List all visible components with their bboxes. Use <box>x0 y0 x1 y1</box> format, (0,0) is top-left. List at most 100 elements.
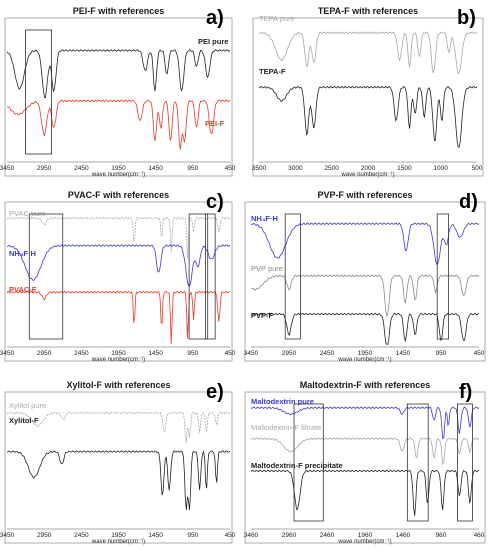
x-tick-label: 2000 <box>361 165 376 172</box>
series-label: PVAC-F <box>9 285 37 294</box>
panel-letter: a) <box>206 7 224 29</box>
panel-frame <box>244 391 486 544</box>
panel-frame <box>4 201 233 362</box>
panel-e: Xylitol-F with references e) 3450 2950 2450 1… <box>0 380 236 545</box>
x-tick-label: 1950 <box>111 165 126 172</box>
series-label: Xylitol-F <box>9 416 39 425</box>
series-label: TEPA pure <box>259 14 295 23</box>
series-label: PVP-F <box>251 311 274 320</box>
highlight-box <box>457 403 473 522</box>
series-label: Maltodextrin-F filtrate <box>251 423 321 432</box>
panel-c: PVAC-F with references c) 3450 2950 2450 1950… <box>0 190 236 363</box>
x-tick-label: 950 <box>187 532 198 539</box>
series-line-0 <box>6 411 231 443</box>
highlight-box <box>406 403 429 522</box>
x-tick-label: 1000 <box>433 165 448 172</box>
x-axis-label: wave number(cm⁻¹) <box>91 172 145 178</box>
x-axis-label: wave number(cm⁻¹) <box>337 539 391 545</box>
x-tick-label: 1960 <box>358 532 373 539</box>
panel-frame <box>4 391 233 544</box>
series-label: TEPA-F <box>259 67 286 76</box>
series-line-1 <box>258 85 478 148</box>
x-tick-label: 2450 <box>74 165 89 172</box>
series-label: Maltodextrin-F precipitate <box>251 461 343 470</box>
x-tick-label: 2950 <box>37 350 52 357</box>
x-tick-label: 450 <box>474 350 485 357</box>
x-tick-label: 2450 <box>74 350 89 357</box>
panel-title: PEI-F with references <box>73 6 165 16</box>
x-tick-label: 450 <box>225 350 236 357</box>
series-line-2 <box>250 312 480 345</box>
series-line-1 <box>6 244 231 287</box>
x-tick-label: 2950 <box>37 532 52 539</box>
series-label: PVAC pure <box>9 209 46 218</box>
x-tick-label: 1950 <box>111 532 126 539</box>
x-tick-label: 3450 <box>0 350 15 357</box>
panel-title: TEPA-F with references <box>318 6 418 16</box>
x-tick-label: 450 <box>225 165 236 172</box>
panel-title: PVP-F with references <box>317 190 412 200</box>
series-label: PVP pure <box>251 264 283 273</box>
x-axis-label: wave number(cm⁻¹) <box>91 357 145 363</box>
panel-letter: d) <box>459 191 478 213</box>
x-tick-label: 1450 <box>148 165 163 172</box>
highlight-box <box>284 213 301 340</box>
panel-letter: c) <box>206 191 224 213</box>
x-tick-label: 2450 <box>74 532 89 539</box>
series-label: PEI pure <box>198 37 228 46</box>
x-tick-label: 3460 <box>244 532 259 539</box>
panel-frame <box>4 17 233 177</box>
highlight-box <box>205 213 216 340</box>
panel-letter: e) <box>206 381 224 403</box>
series-line-0 <box>250 222 480 265</box>
x-tick-label: 3450 <box>0 532 15 539</box>
series-line-2 <box>250 469 480 516</box>
x-tick-label: 2960 <box>282 532 297 539</box>
x-tick-label: 2450 <box>320 350 335 357</box>
panel-frame <box>252 17 484 177</box>
series-line-1 <box>6 450 231 511</box>
series-line-1 <box>250 437 480 466</box>
x-axis-label: wave number(cm⁻¹) <box>91 539 145 545</box>
x-tick-label: 2500 <box>324 165 339 172</box>
panel-f: Maltodextrin-F with references f) 3460 2960… <box>244 380 486 545</box>
series-label: NH₄F·H <box>251 214 278 223</box>
panel-title: Maltodextrin-F with references <box>300 380 431 390</box>
series-line-0 <box>6 216 231 259</box>
series-line-2 <box>6 290 231 345</box>
x-tick-label: 460 <box>474 532 485 539</box>
series-line-1 <box>6 99 231 150</box>
x-tick-label: 500 <box>472 165 483 172</box>
x-tick-label: 1950 <box>111 350 126 357</box>
panel-letter: f) <box>459 381 472 403</box>
x-tick-label: 2460 <box>320 532 335 539</box>
x-tick-label: 3450 <box>0 165 15 172</box>
panel-letter: b) <box>457 7 476 29</box>
panel-title: Xylitol-F with references <box>66 380 170 390</box>
x-tick-label: 3000 <box>288 165 303 172</box>
series-line-0 <box>250 406 480 440</box>
highlight-box <box>188 213 209 340</box>
x-tick-label: 3450 <box>244 350 259 357</box>
x-tick-label: 950 <box>436 350 447 357</box>
x-tick-label: 1460 <box>396 532 411 539</box>
series-line-0 <box>258 31 478 75</box>
series-line-0 <box>6 49 231 98</box>
x-tick-label: 3500 <box>252 165 267 172</box>
highlight-box <box>436 213 450 340</box>
x-tick-label: 1500 <box>397 165 412 172</box>
panel-frame <box>244 201 486 362</box>
x-tick-label: 1450 <box>148 350 163 357</box>
x-tick-label: 950 <box>187 350 198 357</box>
panel-a: PEI-F with references a) 3450 2950 2450 1950 1… <box>0 6 236 178</box>
x-tick-label: 2950 <box>37 165 52 172</box>
series-label: PEI-F <box>205 119 225 128</box>
x-tick-label: 960 <box>436 532 447 539</box>
x-tick-label: 950 <box>187 165 198 172</box>
series-line-1 <box>250 274 480 318</box>
series-label: NH₄F·H <box>9 249 36 258</box>
highlight-box <box>25 29 53 155</box>
panel-d: PVP-F with references d) 3450 2950 2450 1950 1… <box>244 190 486 363</box>
series-label: Xylitol pure <box>9 401 46 410</box>
